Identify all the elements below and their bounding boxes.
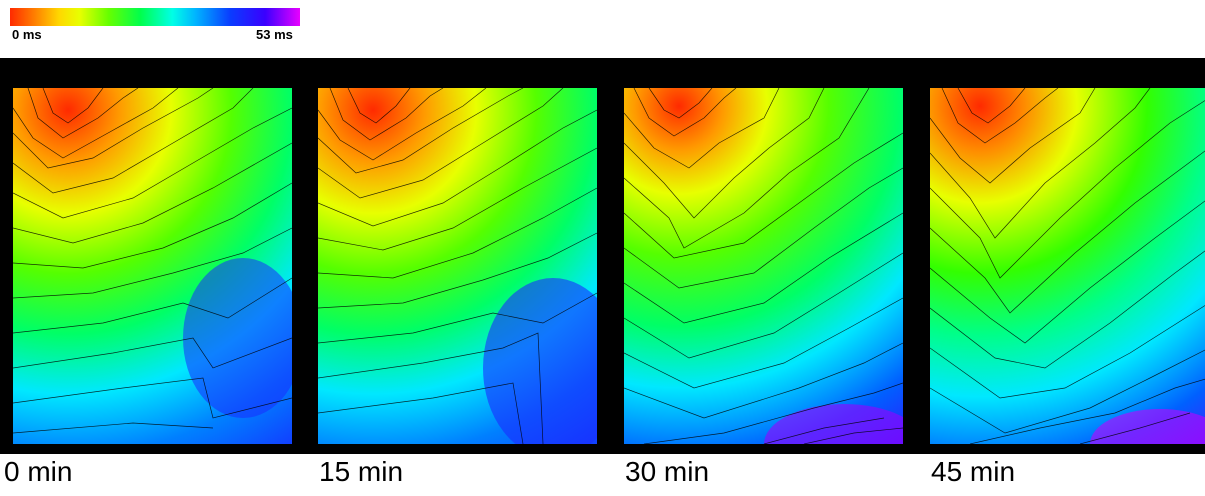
colorbar-max-label: 53 ms (256, 27, 293, 42)
panel-label-30-min: 30 min (625, 456, 710, 487)
panel-label-45-min: 45 min (931, 456, 1016, 487)
panel-label-0-min: 0 min (4, 456, 73, 487)
activation-map-15-min (318, 88, 597, 444)
activation-map-0-min (13, 88, 292, 444)
panel-label-15-min: 15 min (319, 456, 404, 487)
activation-map-45-min (930, 88, 1205, 444)
activation-map-30-min (624, 88, 903, 444)
colorbar-min-label: 0 ms (12, 27, 42, 42)
colorbar (10, 8, 300, 26)
